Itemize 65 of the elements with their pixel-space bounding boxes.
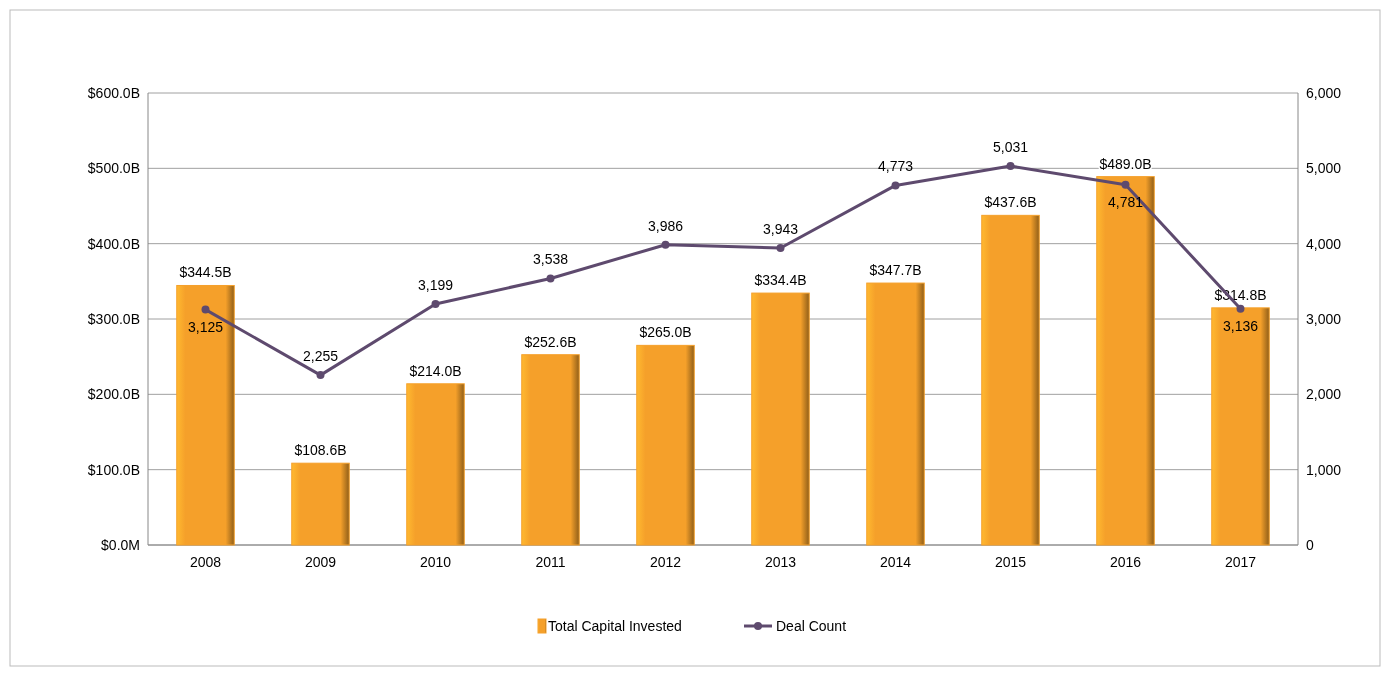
y-tick-label: $300.0B <box>87 310 140 327</box>
y2-tick-label: 1,000 <box>1306 461 1342 478</box>
point <box>316 371 325 380</box>
y2-tick-label: 6,000 <box>1306 84 1342 101</box>
data-label: $344.5B <box>179 264 232 281</box>
bar <box>176 284 235 546</box>
bar <box>406 383 465 546</box>
x-tick-label: 2010 <box>419 554 452 570</box>
point <box>661 240 670 249</box>
data-label: 3,199 <box>417 277 454 294</box>
data-label: $437.6B <box>984 194 1037 211</box>
legend-label: Deal Count <box>776 617 847 634</box>
data-label: $265.0B <box>639 324 692 341</box>
bar <box>636 344 695 546</box>
bar <box>291 462 350 546</box>
x-tick-label: 2014 <box>879 554 912 570</box>
x-tick-label: 2009 <box>304 554 337 570</box>
x-tick-label: 2008 <box>189 554 222 570</box>
data-label: 3,538 <box>532 251 569 268</box>
data-label: $489.0B <box>1099 155 1152 172</box>
data-label: $252.6B <box>524 333 577 350</box>
x-tick-label: 2017 <box>1224 554 1257 570</box>
data-label: 5,031 <box>992 139 1029 155</box>
point <box>1006 162 1015 170</box>
point <box>1121 180 1130 189</box>
y-tick-label: $500.0B <box>87 160 140 177</box>
x-tick-label: 2012 <box>649 554 682 570</box>
y2-tick-label: 4,000 <box>1306 235 1342 252</box>
bar <box>1211 307 1270 546</box>
bar <box>521 354 580 546</box>
bar <box>981 214 1040 546</box>
data-label: 3,125 <box>187 318 224 335</box>
data-label: 2,255 <box>302 348 339 365</box>
bar <box>1096 176 1155 546</box>
data-label: $334.4B <box>754 272 807 289</box>
point <box>431 300 440 309</box>
data-label: 3,943 <box>762 220 799 237</box>
point <box>891 181 900 190</box>
y2-tick-label: 3,000 <box>1306 310 1342 327</box>
y-tick-label: $600.0B <box>87 84 140 101</box>
x-tick-label: 2015 <box>994 554 1027 570</box>
y2-tick-label: 0 <box>1306 536 1314 553</box>
y2-tick-label: 2,000 <box>1306 386 1342 403</box>
legend-label: Total Capital Invested <box>548 617 682 634</box>
bar <box>866 282 925 546</box>
data-label: 4,773 <box>877 158 914 175</box>
data-label: 4,781 <box>1107 193 1144 210</box>
y-tick-label: $0.0M <box>101 536 140 553</box>
x-tick-label: 2011 <box>535 554 566 570</box>
x-tick-label: 2016 <box>1109 554 1142 570</box>
point <box>1236 304 1245 313</box>
data-label: 3,136 <box>1222 317 1259 334</box>
y-tick-label: $200.0B <box>87 386 140 403</box>
y2-tick-label: 5,000 <box>1306 160 1342 177</box>
y-tick-label: $100.0B <box>87 461 140 478</box>
data-label: $108.6B <box>294 442 347 459</box>
point <box>201 305 210 314</box>
data-label: $214.0B <box>409 362 462 379</box>
data-label: 3,986 <box>647 217 684 234</box>
x-tick-label: 2013 <box>764 554 797 570</box>
y-tick-label: $400.0B <box>87 235 140 252</box>
bar <box>751 292 810 546</box>
point <box>546 274 555 283</box>
point <box>776 243 785 252</box>
data-label: $347.7B <box>869 262 922 279</box>
